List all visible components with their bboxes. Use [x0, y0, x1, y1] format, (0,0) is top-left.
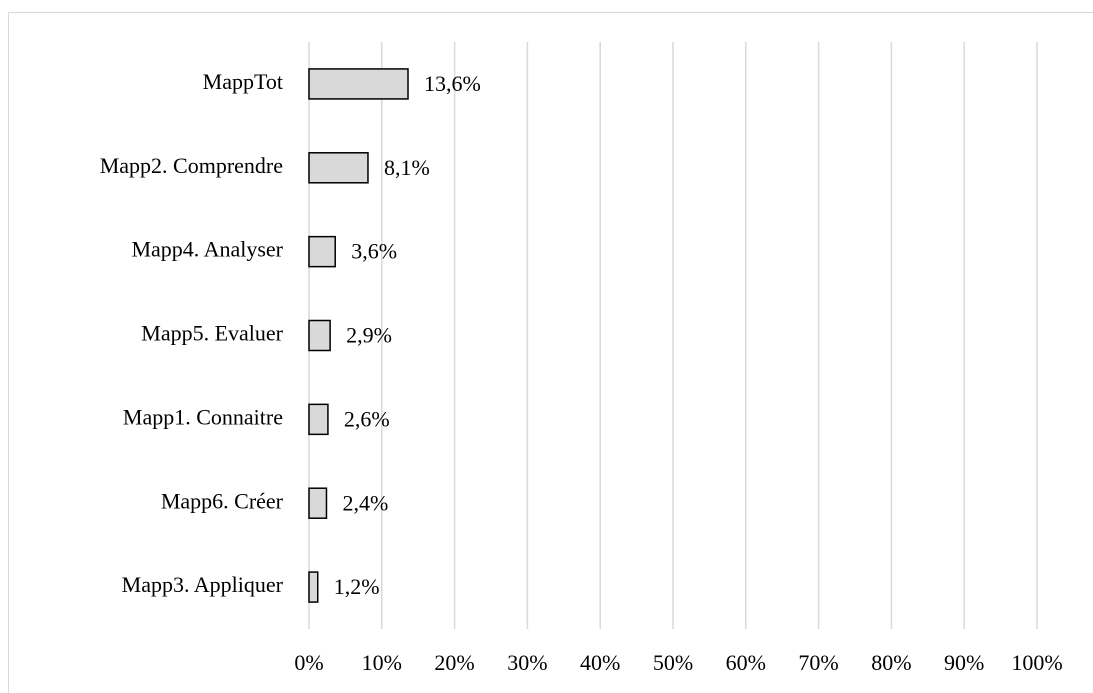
y-tick-label: Mapp1. Connaitre — [123, 404, 283, 429]
y-tick-label: Mapp3. Appliquer — [122, 572, 284, 597]
data-label: 13,6% — [424, 71, 481, 96]
x-tick-label: 0% — [294, 650, 323, 675]
x-tick-label: 70% — [798, 650, 838, 675]
data-label: 2,4% — [342, 490, 388, 515]
bar — [308, 487, 328, 519]
y-tick-label: MappTot — [203, 69, 283, 94]
x-tick-label: 20% — [434, 650, 474, 675]
bar — [308, 403, 329, 436]
data-label: 8,1% — [384, 155, 430, 180]
data-label: 2,6% — [344, 406, 390, 431]
x-tick-label: 10% — [362, 650, 402, 675]
data-label: 1,2% — [334, 574, 380, 599]
x-tick-label: 60% — [726, 650, 766, 675]
y-tick-label: Mapp6. Créer — [161, 488, 284, 513]
data-label: 2,9% — [346, 323, 392, 348]
bar — [308, 152, 369, 184]
data-label: 3,6% — [351, 239, 397, 264]
x-tick-label: 40% — [580, 650, 620, 675]
x-tick-label: 30% — [507, 650, 547, 675]
x-tick-label: 50% — [653, 650, 693, 675]
y-tick-label: Mapp5. Evaluer — [141, 321, 283, 346]
bar — [308, 235, 336, 268]
y-tick-label: Mapp2. Comprendre — [100, 153, 283, 178]
bar — [308, 319, 331, 352]
x-tick-label: 100% — [1011, 650, 1062, 675]
x-tick-label: 90% — [944, 650, 984, 675]
y-tick-label: Mapp4. Analyser — [131, 237, 283, 262]
bar — [308, 68, 409, 100]
chart-frame — [8, 12, 1093, 693]
bar — [308, 571, 319, 603]
x-tick-label: 80% — [871, 650, 911, 675]
